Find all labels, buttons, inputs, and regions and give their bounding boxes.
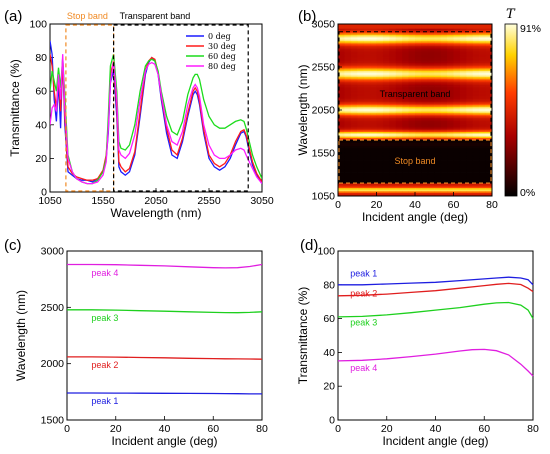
y-tick-label: 80: [35, 52, 47, 64]
panel-label: (d): [300, 237, 318, 254]
y-tick-label: 100: [317, 246, 335, 258]
band-label: Stop band: [67, 11, 108, 21]
peak-label: peak 1: [350, 268, 377, 278]
y-tick-label: 0: [329, 415, 335, 427]
y-tick-label: 1500: [41, 415, 65, 427]
y-tick-label: 0: [41, 187, 47, 199]
peak-label: peak 4: [350, 363, 377, 373]
x-tick-label: 20: [381, 423, 393, 435]
legend-entry: 0 deg: [208, 32, 231, 41]
y-tick-label: 2550: [312, 62, 336, 74]
series-line-80-deg: [50, 54, 262, 185]
x-tick-label: 2550: [197, 195, 221, 207]
x-tick-label: 40: [159, 423, 171, 435]
colorbar-max-label: 91%: [520, 23, 541, 35]
y-axis-title: Wavelength (nm): [14, 290, 28, 381]
y-tick-label: 80: [323, 279, 335, 291]
x-tick-label: 1050: [38, 195, 62, 207]
peak-line-2: [67, 356, 263, 360]
x-tick-label: 40: [430, 423, 442, 435]
x-tick-label: 2050: [144, 195, 168, 207]
y-tick-label: 20: [35, 153, 47, 165]
peak-line-3: [337, 301, 534, 319]
peak-label: peak 3: [91, 313, 118, 323]
peak-label: peak 3: [350, 317, 377, 327]
y-tick-label: 40: [35, 119, 47, 131]
peak-line-4: [67, 263, 263, 269]
peak-line-4: [337, 348, 534, 377]
x-axis-title: Incident angle (deg): [382, 434, 488, 448]
peak-label: peak 2: [91, 360, 118, 370]
y-axis-title: Transmittance (%): [8, 59, 22, 157]
band-box: [112, 24, 249, 192]
band-label: Transparent band: [120, 11, 191, 21]
x-tick-label: 20: [371, 199, 383, 211]
colorbar-title: T: [506, 7, 516, 22]
x-tick-label: 80: [486, 199, 498, 211]
legend-entry: 80 deg: [208, 62, 236, 71]
peak-line-2: [337, 282, 534, 297]
band-annotation: Stop band: [394, 156, 435, 166]
peak-label: peak 1: [91, 396, 118, 406]
peak-line-1: [67, 392, 262, 395]
y-tick-label: 3000: [41, 246, 65, 258]
peak-label: peak 2: [350, 289, 377, 299]
heatmap: [338, 24, 493, 197]
y-tick-label: 2000: [41, 358, 65, 370]
x-tick-label: 60: [207, 423, 219, 435]
y-tick-label: 3050: [312, 19, 336, 31]
x-tick-label: 20: [110, 423, 122, 435]
y-tick-label: 60: [323, 313, 335, 325]
x-tick-label: 0: [335, 423, 341, 435]
x-tick-label: 60: [448, 199, 460, 211]
y-tick-label: 1050: [312, 191, 336, 203]
panel-label: (a): [4, 8, 22, 25]
peak-label: peak 4: [91, 268, 118, 278]
x-tick-label: 3050: [250, 195, 274, 207]
panel-label: (b): [298, 8, 316, 25]
y-tick-label: 40: [323, 347, 335, 359]
band-annotation: Transparent band: [380, 89, 451, 99]
x-axis-title: Incident angle (deg): [111, 434, 217, 448]
series-line-60-deg: [50, 54, 262, 185]
panel-label: (c): [4, 237, 22, 254]
y-tick-label: 1550: [312, 148, 336, 160]
y-axis-title: Wavelength (nm): [296, 65, 310, 156]
band-box: [338, 31, 492, 141]
y-tick-label: 60: [35, 86, 47, 98]
band-box: [65, 24, 115, 192]
series-line-30-deg: [50, 54, 262, 183]
x-tick-label: 0: [335, 199, 341, 211]
x-tick-label: 80: [527, 423, 539, 435]
y-axis-title: Transmittance (%): [296, 287, 310, 385]
peak-line-3: [67, 309, 263, 314]
x-tick-label: 80: [256, 423, 268, 435]
y-tick-label: 2500: [41, 302, 65, 314]
x-axis-title: Wavelength (nm): [111, 206, 202, 220]
x-tick-label: 40: [409, 199, 421, 211]
legend-entry: 30 deg: [208, 42, 236, 51]
x-tick-label: 60: [478, 423, 490, 435]
colorbar-min-label: 0%: [520, 187, 535, 199]
y-tick-label: 100: [29, 19, 47, 31]
peak-line-1: [338, 276, 534, 286]
legend-entry: 60 deg: [208, 52, 236, 61]
x-axis-title: Incident angle (deg): [362, 210, 468, 224]
y-tick-label: 2050: [312, 105, 336, 117]
colorbar: [504, 23, 518, 197]
x-tick-label: 1550: [91, 195, 115, 207]
x-tick-label: 0: [64, 423, 70, 435]
y-tick-label: 20: [323, 381, 335, 393]
